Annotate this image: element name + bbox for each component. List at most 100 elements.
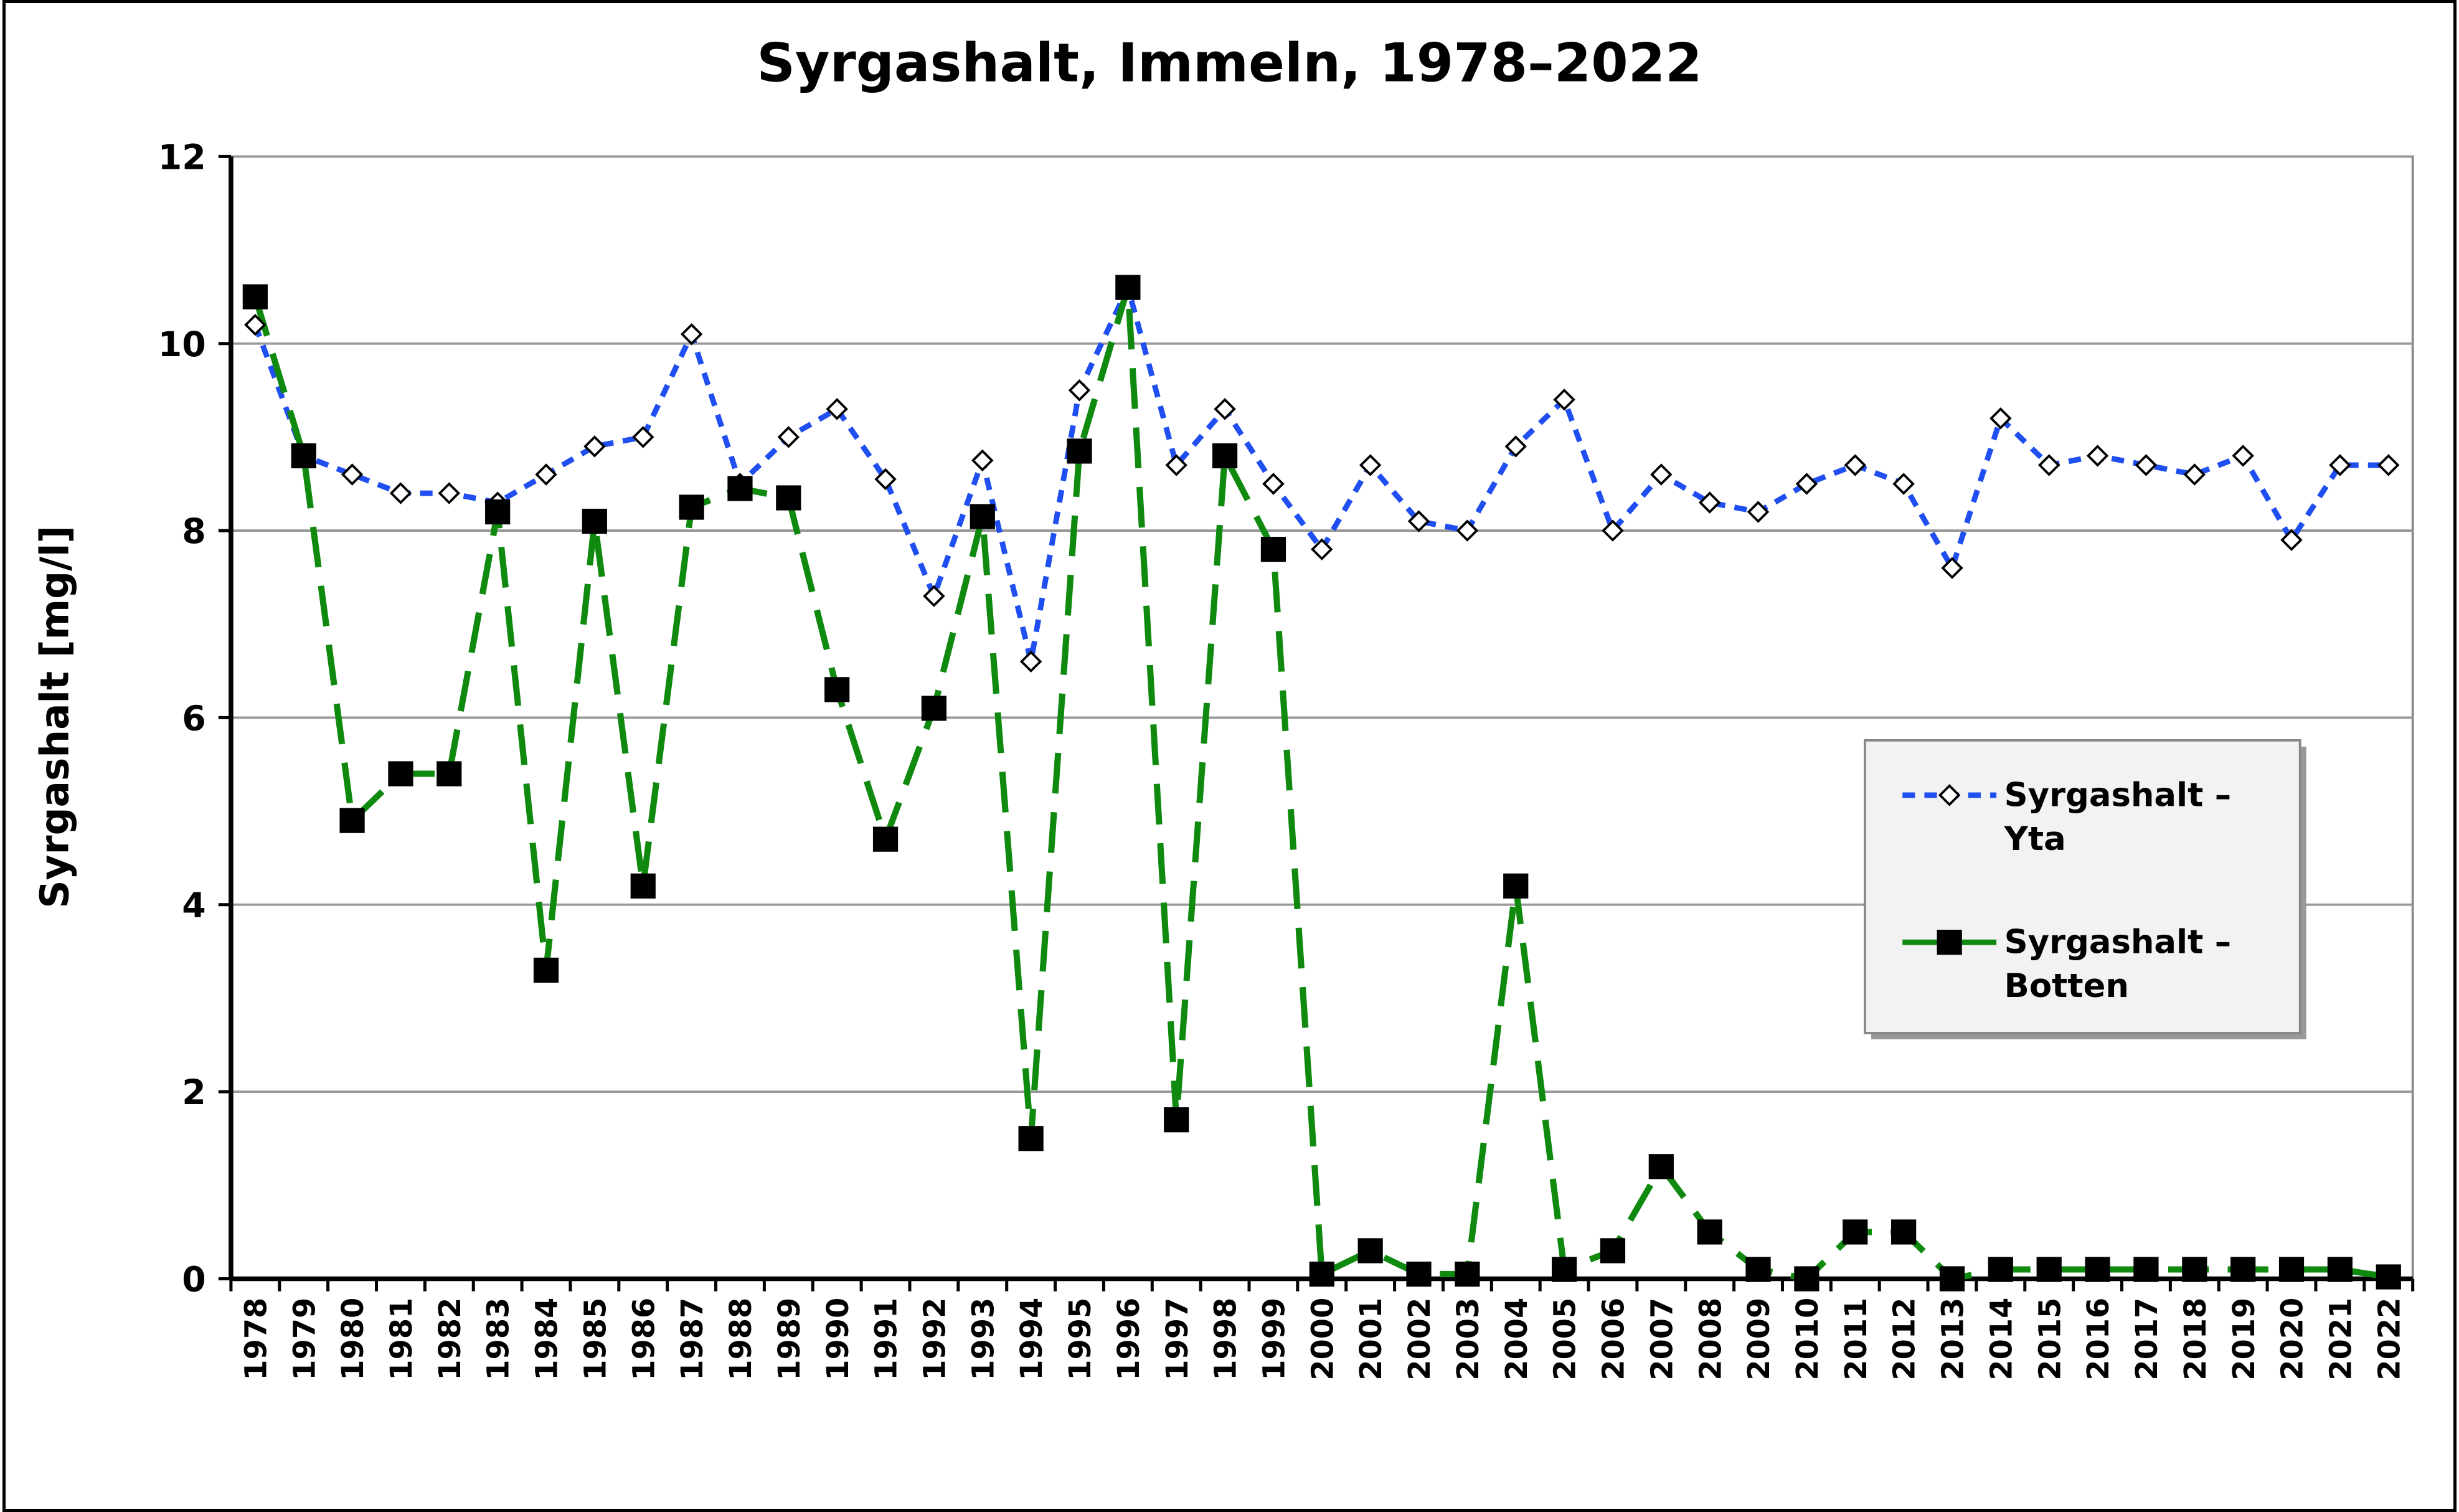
legend-label-line: Syrgashalt – bbox=[2004, 924, 2231, 962]
x-tick-label: 1989 bbox=[773, 1298, 807, 1381]
point-marker bbox=[2232, 445, 2254, 467]
legend-label-line: Botten bbox=[2004, 967, 2129, 1005]
point-marker bbox=[1794, 1266, 1819, 1292]
point-marker bbox=[1359, 454, 1382, 476]
point-marker bbox=[1309, 1261, 1334, 1287]
x-tick-label: 2003 bbox=[1451, 1298, 1486, 1381]
x-tick-label: 1996 bbox=[1112, 1298, 1146, 1381]
legend-label-line: Yta bbox=[2004, 820, 2066, 858]
point-marker bbox=[583, 435, 606, 458]
point-marker bbox=[923, 585, 945, 607]
y-tick-label: 10 bbox=[158, 325, 206, 365]
point-marker bbox=[874, 468, 897, 491]
x-tick-label: 2000 bbox=[1306, 1298, 1340, 1381]
y-tick-label: 0 bbox=[182, 1260, 205, 1300]
point-marker bbox=[1648, 1154, 1674, 1179]
point-marker bbox=[776, 485, 801, 511]
x-tick-label: 2006 bbox=[1597, 1298, 1631, 1381]
point-marker bbox=[1115, 275, 1141, 300]
point-marker bbox=[2133, 1257, 2159, 1282]
point-marker bbox=[1357, 1238, 1383, 1264]
x-tick-label: 1990 bbox=[821, 1298, 856, 1381]
x-tick-label: 2020 bbox=[2276, 1298, 2310, 1381]
point-marker bbox=[824, 677, 850, 702]
x-tick-label: 1986 bbox=[627, 1298, 661, 1381]
x-tick-label: 2001 bbox=[1354, 1298, 1389, 1381]
point-marker bbox=[1891, 1219, 1917, 1245]
x-tick-label: 2017 bbox=[2130, 1298, 2164, 1381]
point-marker bbox=[1600, 1238, 1626, 1264]
legend-label-line: Syrgashalt – bbox=[2004, 776, 2231, 814]
point-marker bbox=[341, 463, 364, 486]
point-marker bbox=[777, 426, 800, 448]
point-marker bbox=[1067, 438, 1092, 464]
x-tick-label: 2018 bbox=[2179, 1298, 2213, 1381]
point-marker bbox=[1553, 389, 1575, 411]
x-tick-label: 1997 bbox=[1161, 1298, 1195, 1381]
point-marker bbox=[680, 323, 703, 346]
x-tick-label: 2013 bbox=[1937, 1298, 1971, 1381]
x-tick-label: 2015 bbox=[2033, 1298, 2067, 1381]
x-tick-label: 1993 bbox=[966, 1298, 1001, 1381]
point-marker bbox=[582, 508, 607, 534]
point-marker bbox=[438, 482, 461, 504]
x-tick-label: 2012 bbox=[1888, 1298, 1922, 1381]
point-marker bbox=[388, 761, 413, 787]
point-marker bbox=[2327, 1257, 2353, 1282]
legend: Syrgashalt – Yta Syrgashalt – Botten bbox=[1864, 739, 2306, 1039]
legend-label: Syrgashalt – Yta bbox=[2004, 776, 2231, 858]
point-marker bbox=[1311, 538, 1333, 560]
point-marker bbox=[291, 443, 316, 469]
x-tick-label: 2010 bbox=[1791, 1298, 1825, 1381]
x-tick-label: 2005 bbox=[1549, 1298, 1583, 1381]
point-marker bbox=[921, 696, 947, 721]
point-marker bbox=[533, 957, 559, 983]
x-tick-label: 1985 bbox=[578, 1298, 613, 1381]
point-marker bbox=[1892, 473, 1915, 495]
x-tick-label: 1979 bbox=[288, 1298, 322, 1381]
chart-title: Syrgashalt, Immeln, 1978–2022 bbox=[757, 33, 1702, 95]
point-marker bbox=[2182, 1257, 2207, 1282]
point-marker bbox=[2377, 454, 2400, 476]
x-tick-label: 1991 bbox=[870, 1298, 904, 1381]
point-marker bbox=[872, 826, 899, 852]
point-marker bbox=[1018, 1126, 1044, 1151]
point-marker bbox=[1988, 1257, 2013, 1282]
x-tick-label: 1982 bbox=[433, 1298, 468, 1381]
point-marker bbox=[1262, 473, 1285, 495]
x-tick-label: 2014 bbox=[1985, 1298, 2019, 1381]
point-marker bbox=[242, 284, 268, 309]
x-tick-label: 2009 bbox=[1742, 1298, 1777, 1381]
y-axis-label: Syrgashalt [mg/l] bbox=[32, 526, 78, 909]
point-marker bbox=[244, 313, 267, 336]
point-marker bbox=[389, 482, 412, 504]
x-tick-label: 2004 bbox=[1500, 1298, 1534, 1381]
point-marker bbox=[535, 463, 557, 486]
point-marker bbox=[1745, 1257, 1771, 1282]
x-tick-label: 1983 bbox=[482, 1298, 516, 1381]
point-marker bbox=[630, 873, 656, 899]
x-tick-label: 1995 bbox=[1064, 1298, 1098, 1381]
point-marker bbox=[1698, 491, 1721, 514]
x-tick-label: 2007 bbox=[1645, 1298, 1679, 1381]
y-tick-label: 2 bbox=[182, 1073, 205, 1113]
point-marker bbox=[1456, 519, 1479, 542]
point-marker bbox=[1068, 379, 1091, 402]
point-marker bbox=[1602, 519, 1624, 542]
x-tick-label: 2002 bbox=[1403, 1298, 1437, 1381]
y-tick-label: 6 bbox=[182, 699, 205, 739]
x-tick-label: 1999 bbox=[1258, 1298, 1292, 1381]
point-marker bbox=[2036, 1257, 2062, 1282]
point-marker bbox=[1212, 443, 1238, 469]
point-marker bbox=[437, 761, 462, 787]
x-tick-label: 2021 bbox=[2324, 1298, 2358, 1381]
point-marker bbox=[2376, 1264, 2401, 1290]
point-marker bbox=[1697, 1219, 1722, 1245]
point-marker bbox=[679, 494, 704, 520]
x-tick-label: 2008 bbox=[1694, 1298, 1728, 1381]
point-marker bbox=[727, 476, 753, 501]
x-tick-label: 1980 bbox=[336, 1298, 371, 1381]
point-marker bbox=[1650, 463, 1673, 486]
